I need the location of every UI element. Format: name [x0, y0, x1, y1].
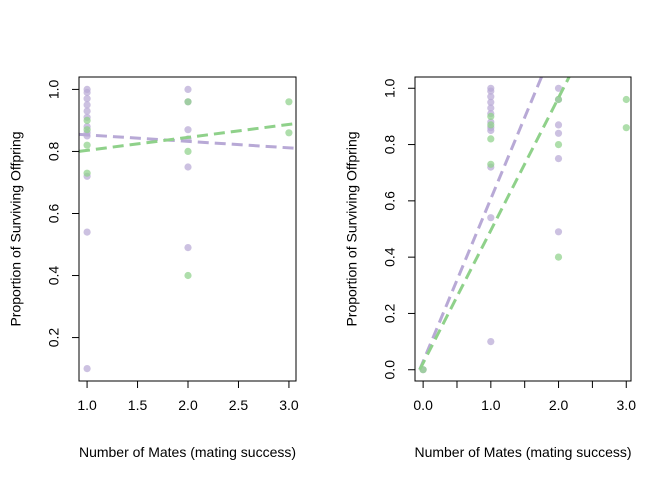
- x-tick-label: 0.0: [413, 397, 433, 413]
- x-tick-label: 3.0: [617, 397, 637, 413]
- data-point-green: [83, 116, 91, 124]
- data-point-purple: [83, 101, 91, 109]
- data-point-purple: [83, 95, 91, 103]
- plot-panel-1: 1.0 1.5 2.0 2.5 3.0 0.2 0.4 0.6 0.8 1.0 Number of …: [8, 76, 299, 460]
- y-tick-label: 0.6: [382, 191, 398, 211]
- data-point-purple: [184, 85, 192, 93]
- data-point-purple: [554, 84, 563, 92]
- data-point-purple: [83, 228, 91, 236]
- data-point-purple: [184, 126, 192, 134]
- data-point-purple: [554, 129, 563, 137]
- x-tick-label: 2.0: [178, 397, 198, 413]
- x-tick-label: 1.0: [77, 397, 97, 413]
- data-point-purple: [184, 244, 192, 252]
- x-tick-label: 2.5: [229, 397, 249, 413]
- data-point-purple: [83, 365, 91, 373]
- y-tick-label: 0.0: [382, 360, 398, 380]
- x-tick-label: 1.5: [128, 397, 148, 413]
- y-tick-label: 0.2: [382, 304, 398, 324]
- data-point-purple: [487, 104, 495, 112]
- data-point-purple: [554, 155, 563, 163]
- x-tick-label: 1.0: [481, 397, 501, 413]
- x-tick-label: 3.0: [279, 397, 299, 413]
- data-point-green: [83, 126, 91, 134]
- y-tick-label: 0.4: [382, 247, 398, 267]
- data-point-purple: [487, 126, 495, 135]
- data-point-green: [184, 98, 192, 106]
- data-point-green: [83, 141, 91, 149]
- data-point-purple: [554, 121, 563, 129]
- data-point-green: [285, 129, 293, 137]
- data-point-green: [83, 169, 91, 177]
- y-tick-label: 0.8: [382, 135, 398, 155]
- plot-panel-2: 0.0 1.0 2.0 3.0 0.0 0.2 0.4 0.6 0.8 1.0 Number of …: [344, 76, 637, 460]
- data-point-purple: [487, 98, 495, 106]
- y-tick-label: 0.8: [46, 142, 62, 162]
- y-tick-label: 0.6: [46, 204, 62, 224]
- plot-frame: [414, 76, 632, 382]
- y-tick-label: 1.0: [382, 78, 398, 98]
- data-point-purple: [83, 88, 91, 97]
- fit-line-green: [418, 77, 571, 371]
- data-point-purple: [487, 93, 495, 101]
- data-point-green: [622, 95, 630, 104]
- y-tick-label: 0.2: [46, 328, 62, 348]
- x-axis-title: Number of Mates (mating success): [79, 444, 296, 460]
- data-point-green: [487, 112, 495, 120]
- data-point-purple: [83, 107, 91, 115]
- data-point-green: [487, 160, 495, 168]
- data-point-green: [184, 147, 192, 155]
- data-point-green: [285, 98, 293, 106]
- y-axis-title: Proportion of Surviving Offpring: [344, 131, 360, 326]
- data-point-purple: [487, 338, 495, 346]
- data-point-green: [554, 95, 563, 104]
- fit-line-purple: [418, 77, 544, 371]
- y-axis-title: Proportion of Surviving Offpring: [8, 131, 24, 326]
- x-tick-label: 2.0: [549, 397, 569, 413]
- y-tick-label: 1.0: [46, 79, 62, 99]
- data-point-green: [622, 124, 630, 132]
- data-point-green: [487, 121, 495, 129]
- data-point-green: [184, 271, 192, 280]
- data-point-purple: [487, 87, 495, 95]
- x-axis-title: Number of Mates (mating success): [414, 444, 631, 460]
- data-point-purple: [184, 163, 192, 171]
- data-point-green: [554, 141, 563, 149]
- data-point-green: [554, 253, 563, 261]
- y-tick-label: 0.4: [46, 266, 62, 286]
- fit-line-purple: [79, 132, 296, 150]
- fit-line-green: [79, 122, 296, 153]
- data-point-purple: [554, 228, 563, 236]
- data-point-green: [487, 135, 495, 143]
- data-point-purple: [487, 214, 495, 222]
- plot-frame: [78, 76, 297, 382]
